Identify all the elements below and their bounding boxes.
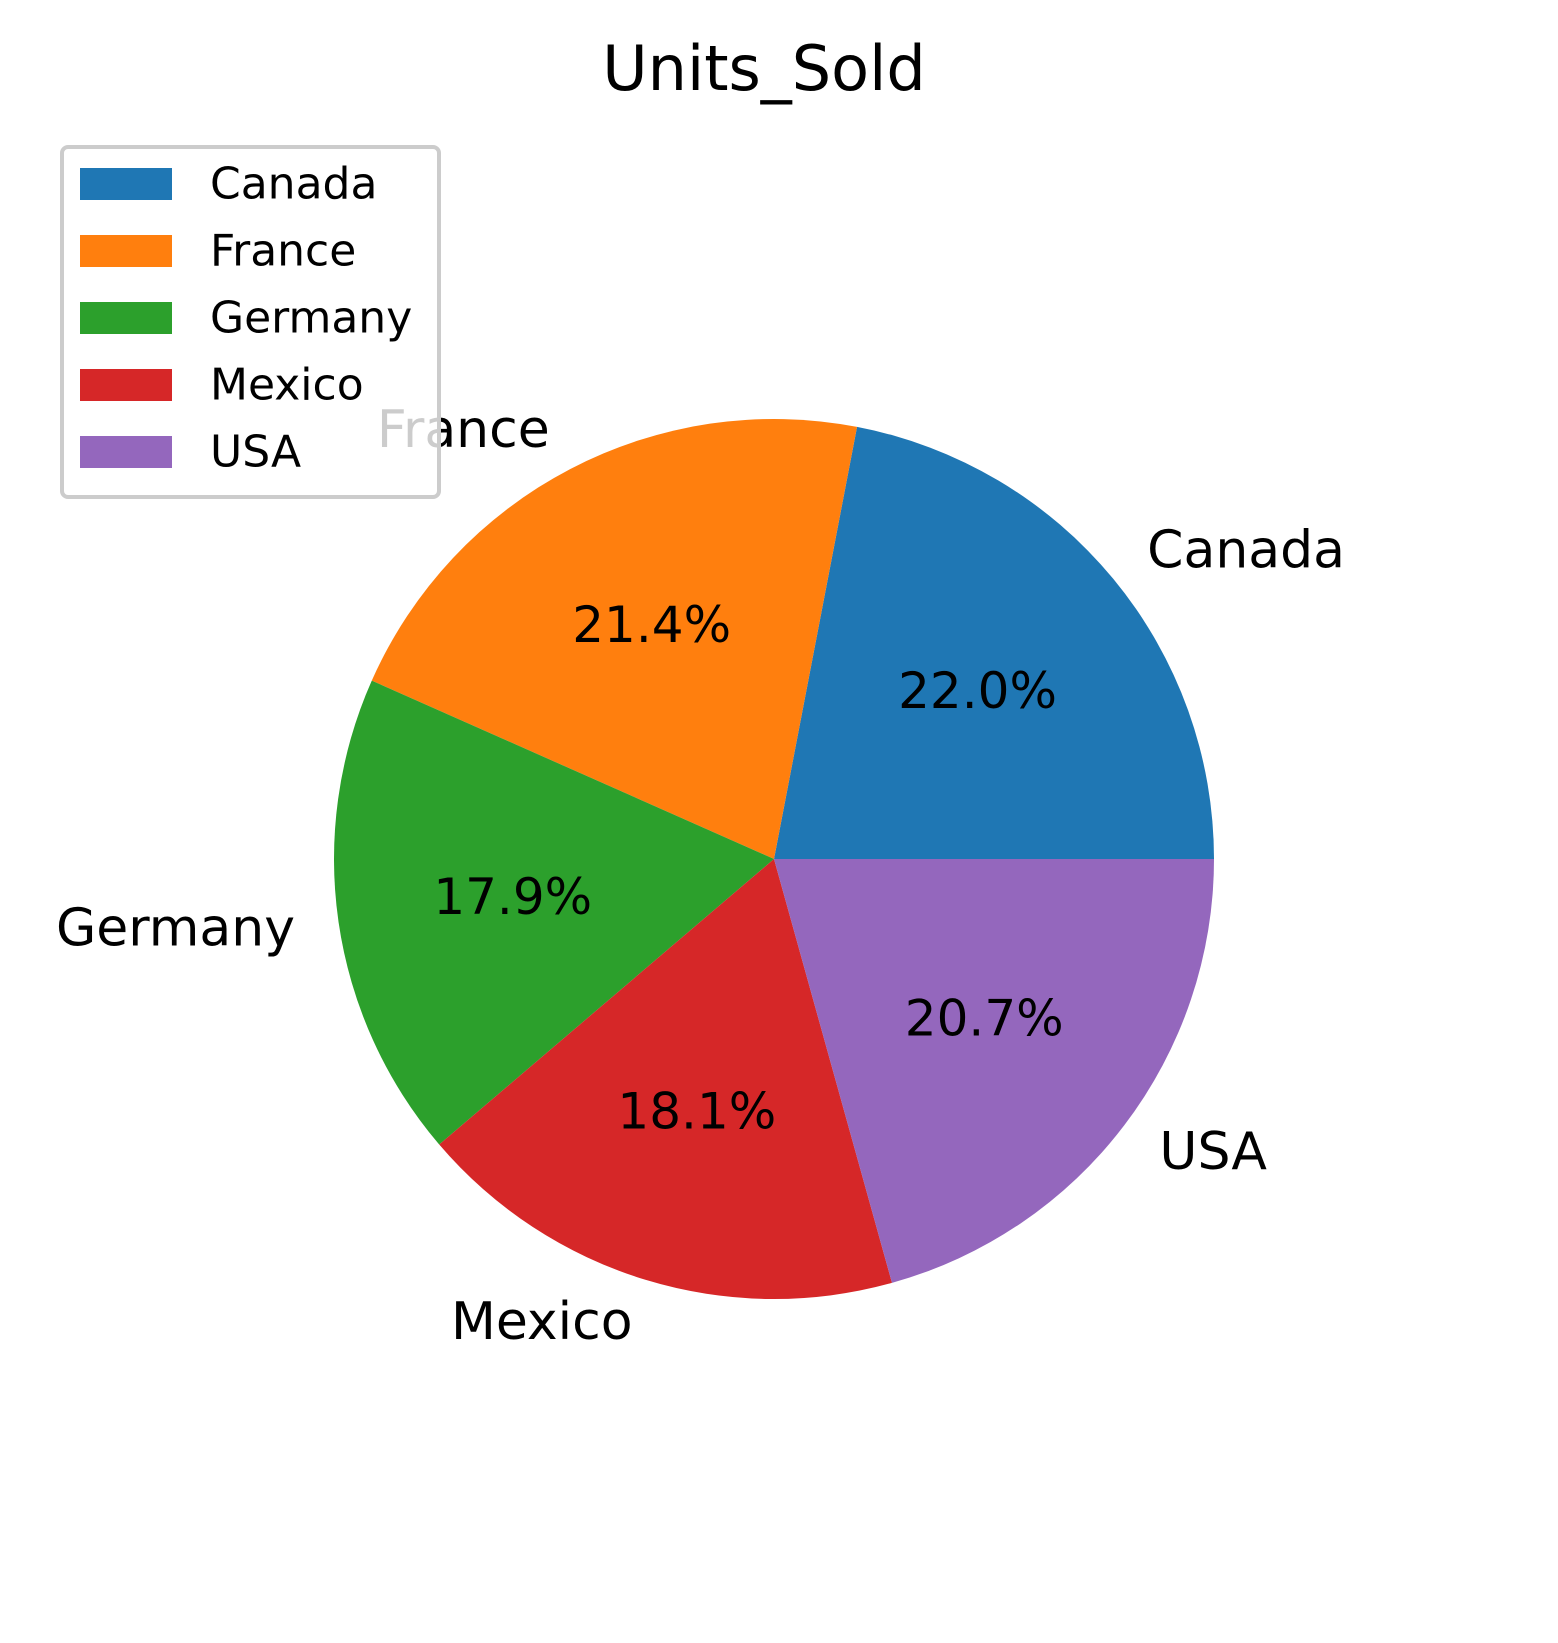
legend: Canada France Germany Mexico USA [60, 145, 441, 499]
slice-label-canada: Canada [1147, 521, 1345, 581]
slice-label-germany: Germany [56, 899, 295, 959]
percentage-labels: 22.0% 21.4% 17.9% 18.1% 20.7% [433, 596, 1063, 1140]
slice-label-usa: USA [1159, 1122, 1267, 1182]
pie-slice-mexico [439, 859, 892, 1299]
legend-label-germany: Germany [210, 293, 412, 344]
chart-title: Units_Sold [602, 32, 925, 105]
pie-slice-usa [774, 859, 1214, 1283]
pie-slices [334, 419, 1214, 1299]
legend-label-canada: Canada [210, 159, 377, 210]
pct-label-mexico: 18.1% [617, 1082, 776, 1140]
legend-swatch-france [80, 235, 172, 267]
pct-label-france: 21.4% [572, 596, 731, 654]
pie-slice-france [371, 419, 858, 859]
legend-swatch-canada [80, 168, 172, 200]
legend-label-usa: USA [210, 427, 301, 478]
legend-label-france: France [210, 226, 356, 277]
pie-slice-germany [334, 680, 774, 1145]
legend-swatch-usa [80, 436, 172, 468]
pct-label-usa: 20.7% [905, 990, 1064, 1048]
legend-frame [60, 145, 441, 499]
pct-label-germany: 17.9% [433, 868, 592, 926]
legend-swatch-mexico [80, 369, 172, 401]
legend-swatch-germany [80, 302, 172, 334]
pie-slice-canada [774, 426, 1214, 859]
slice-label-mexico: Mexico [451, 1292, 633, 1352]
pct-label-canada: 22.0% [898, 662, 1057, 720]
legend-label-mexico: Mexico [210, 360, 364, 411]
